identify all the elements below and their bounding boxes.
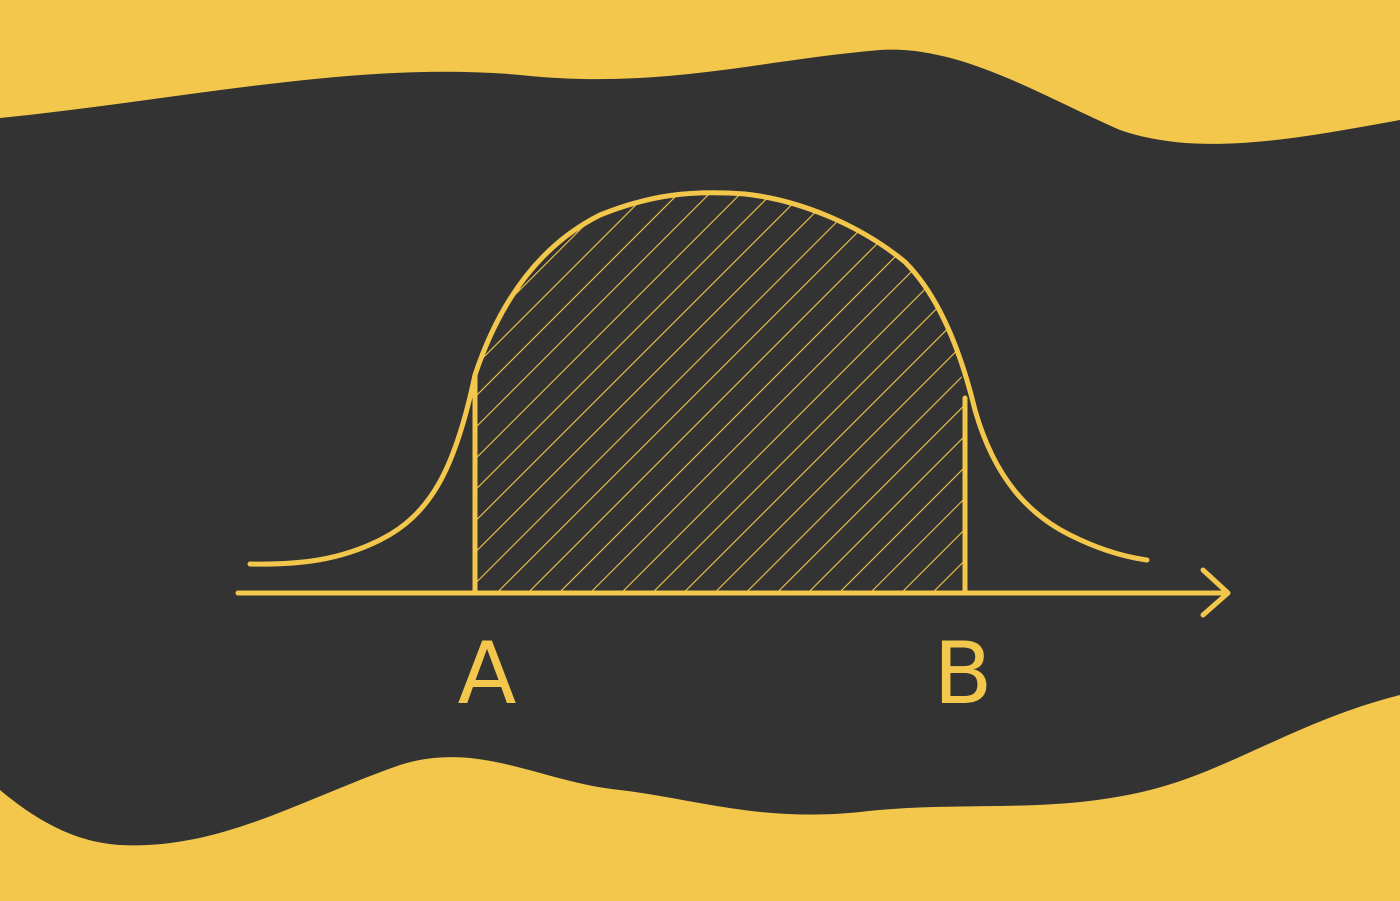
label-a: A (458, 624, 517, 724)
arrowhead-icon (1200, 567, 1231, 618)
shaded-area (475, 192, 965, 592)
bell-curve (247, 190, 1150, 567)
label-b: B (934, 624, 993, 724)
